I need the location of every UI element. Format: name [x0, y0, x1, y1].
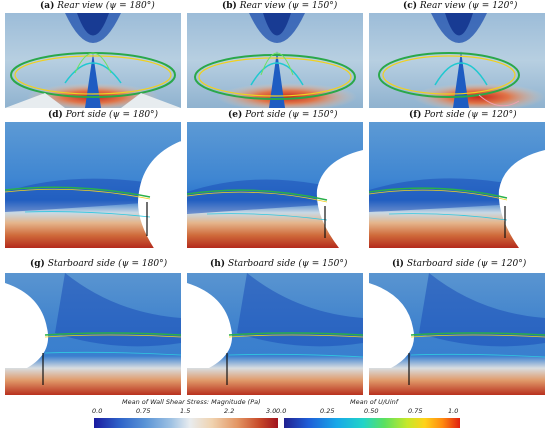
panel-i-title: (i) Starboard side (ψ = 120°) [392, 259, 527, 269]
panel-f-port-side [369, 122, 545, 248]
colorbar-velocity-tick: 0.75 [408, 407, 423, 415]
panel-b-title: (b) Rear view (ψ = 150°) [222, 1, 338, 11]
panel-c-rear-view [369, 13, 545, 108]
panel-i-starboard-side [369, 273, 545, 395]
panel-d-port-side [5, 122, 181, 248]
colorbar-velocity [284, 418, 460, 428]
colorbar-shear-tick: 0.0 [92, 407, 103, 415]
colorbar-velocity-tick: 0.25 [320, 407, 335, 415]
panel-g-starboard-side [5, 273, 181, 395]
panel-g-title: (g) Starboard side (ψ = 180°) [30, 259, 168, 269]
colorbar-shear [94, 418, 278, 428]
panel-c-title: (c) Rear view (ψ = 120°) [403, 1, 518, 11]
panel-h-title: (h) Starboard side (ψ = 150°) [210, 259, 348, 269]
panel-a-rear-view [5, 13, 181, 108]
panel-e-title: (e) Port side (ψ = 150°) [228, 110, 338, 120]
panel-d-title: (d) Port side (ψ = 180°) [48, 110, 159, 120]
panel-h-starboard-side [187, 273, 363, 395]
colorbar-velocity-tick: 1.0 [448, 407, 459, 415]
colorbar-shear-tick: 3.0 [266, 407, 277, 415]
colorbar-shear-title: Mean of Wall Shear Stress: Magnitude (Pa… [122, 398, 261, 406]
panel-a-title: (a) Rear view (ψ = 180°) [40, 1, 155, 11]
colorbar-shear-tick: 0.75 [136, 407, 151, 415]
panel-b-rear-view [187, 13, 363, 108]
colorbar-shear-tick: 1.5 [180, 407, 191, 415]
colorbar-velocity-tick: 0.0 [276, 407, 287, 415]
panel-e-port-side [187, 122, 363, 248]
colorbar-velocity-tick: 0.50 [364, 407, 379, 415]
panel-f-title: (f) Port side (ψ = 120°) [409, 110, 517, 120]
colorbar-shear-tick: 2.2 [224, 407, 235, 415]
colorbar-velocity-title: Mean of U/Uinf [350, 398, 399, 406]
